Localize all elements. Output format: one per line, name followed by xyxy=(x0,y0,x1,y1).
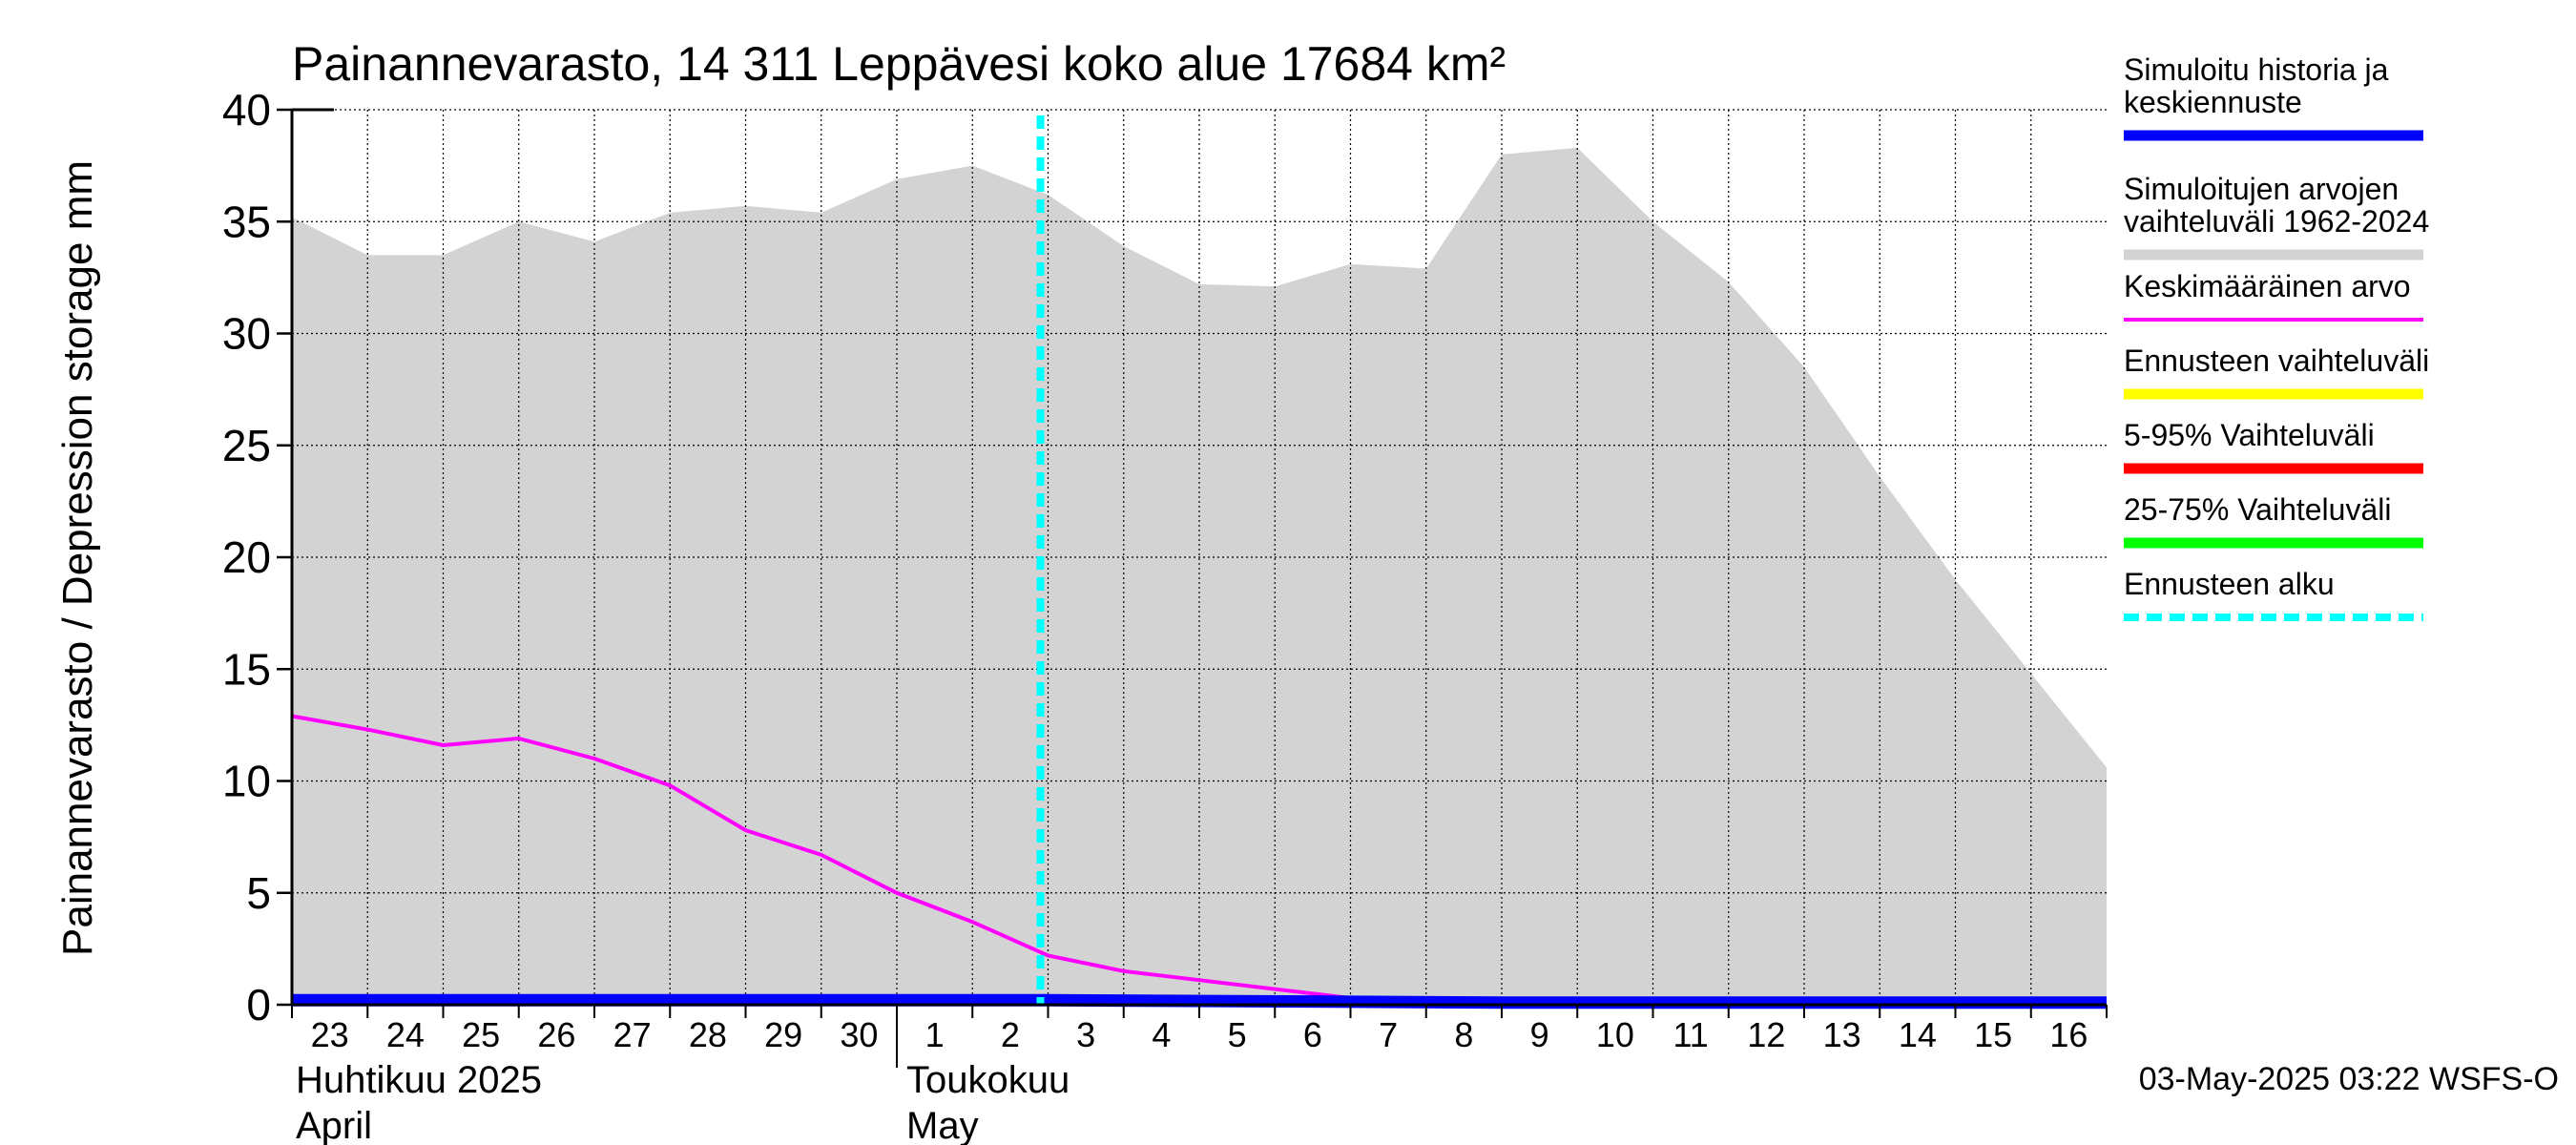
legend-label: 25-75% Vaihteluväli xyxy=(2124,492,2391,527)
y-tick-label: 5 xyxy=(246,868,271,918)
x-tick-label: 26 xyxy=(537,1015,575,1054)
x-tick-label: 6 xyxy=(1303,1015,1322,1054)
timestamp-footer: 03-May-2025 03:22 WSFS-O xyxy=(2139,1061,2559,1097)
legend-item: Ennusteen vaihteluväli xyxy=(2124,344,2429,400)
x-tick-label: 4 xyxy=(1152,1015,1171,1054)
legend-label: vaihteluväli 1962-2024 xyxy=(2124,204,2429,239)
x-tick-label: 2 xyxy=(1001,1015,1020,1054)
legend-label: 5-95% Vaihteluväli xyxy=(2124,418,2375,452)
x-tick-label: 9 xyxy=(1530,1015,1549,1054)
simulated-range-area xyxy=(292,147,2107,1005)
x-tick-label: 30 xyxy=(840,1015,878,1054)
y-tick-label: 0 xyxy=(246,980,271,1030)
x-tick-label: 11 xyxy=(1672,1015,1708,1054)
legend: Simuloitu historia jakeskiennusteSimuloi… xyxy=(2124,52,2429,621)
legend-item: Keskimääräinen arvo xyxy=(2124,269,2423,322)
x-tick-label: 14 xyxy=(1899,1015,1937,1054)
x-tick-label: 12 xyxy=(1747,1015,1785,1054)
legend-label: Ennusteen vaihteluväli xyxy=(2124,344,2429,378)
x-tick-label: 29 xyxy=(764,1015,802,1054)
month-label-fi: Huhtikuu 2025 xyxy=(296,1059,542,1101)
x-tick-label: 27 xyxy=(613,1015,652,1054)
simulated-history-line xyxy=(292,993,2107,1010)
range-area-layer xyxy=(292,147,2107,1005)
y-tick-label: 40 xyxy=(222,85,271,135)
legend-label: keskiennuste xyxy=(2124,85,2302,119)
legend-label: Simuloitujen arvojen xyxy=(2124,172,2399,206)
x-tick-label: 23 xyxy=(311,1015,349,1054)
y-tick-label: 15 xyxy=(222,644,271,694)
chart-title: Painannevarasto, 14 311 Leppävesi koko a… xyxy=(292,37,1506,91)
y-tick-label: 25 xyxy=(222,421,271,470)
month-label-en: April xyxy=(296,1105,372,1145)
month-label-en: May xyxy=(906,1105,979,1145)
month-label-fi: Toukokuu xyxy=(906,1059,1070,1101)
legend-item: Ennusteen alku xyxy=(2124,567,2423,621)
y-tick-label: 35 xyxy=(222,197,271,246)
x-tick-label: 28 xyxy=(689,1015,727,1054)
x-tick-label: 8 xyxy=(1454,1015,1473,1054)
x-tick-label: 13 xyxy=(1823,1015,1861,1054)
x-tick-label: 5 xyxy=(1228,1015,1247,1054)
x-tick-label: 15 xyxy=(1974,1015,2012,1054)
y-tick-label: 10 xyxy=(222,757,271,806)
x-tick-label: 16 xyxy=(2049,1015,2088,1054)
x-tick-label: 3 xyxy=(1076,1015,1095,1054)
legend-item: 25-75% Vaihteluväli xyxy=(2124,492,2423,549)
x-tick-label: 24 xyxy=(386,1015,425,1054)
y-axis-label: Painannevarasto / Depression storage mm xyxy=(54,160,101,956)
x-tick-label: 1 xyxy=(925,1015,945,1054)
grid-layer xyxy=(292,109,2107,1005)
y-tick-label: 20 xyxy=(222,532,271,582)
legend-label: Ennusteen alku xyxy=(2124,567,2335,601)
legend-label: Keskimääräinen arvo xyxy=(2124,269,2411,303)
x-tick-label: 25 xyxy=(462,1015,500,1054)
x-tick-label: 10 xyxy=(1596,1015,1634,1054)
x-tick-label: 7 xyxy=(1379,1015,1398,1054)
legend-item: 5-95% Vaihteluväli xyxy=(2124,418,2423,474)
legend-label: Simuloitu historia ja xyxy=(2124,52,2389,87)
y-tick-label: 30 xyxy=(222,309,271,359)
